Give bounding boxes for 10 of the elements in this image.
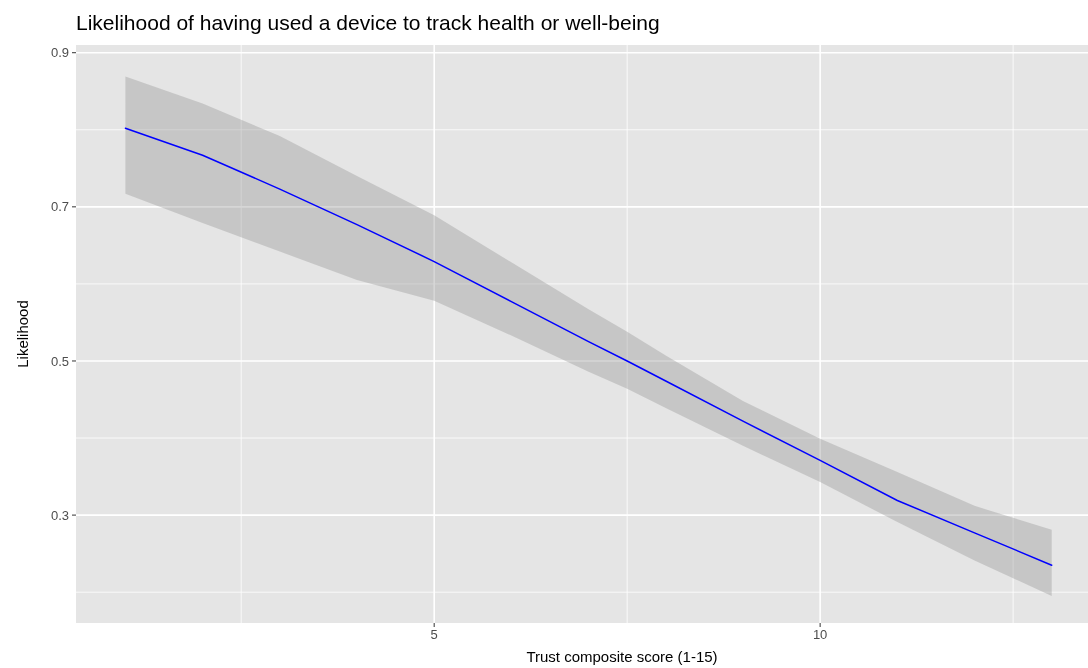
line-series	[124, 127, 1053, 566]
y-axis-title: Likelihood	[14, 300, 31, 368]
chart-title: Likelihood of having used a device to track health or well-being	[76, 11, 660, 34]
x-axis-title: Trust composite score (1-15)	[526, 648, 718, 665]
y-tick-label: 0.3	[50, 507, 69, 523]
y-tick-label: 0.5	[50, 353, 69, 369]
x-tick-label: 5	[430, 627, 438, 642]
x-tick-label: 10	[812, 627, 828, 642]
y-tick-label: 0.9	[50, 45, 69, 61]
y-tick-label: 0.7	[50, 199, 69, 215]
